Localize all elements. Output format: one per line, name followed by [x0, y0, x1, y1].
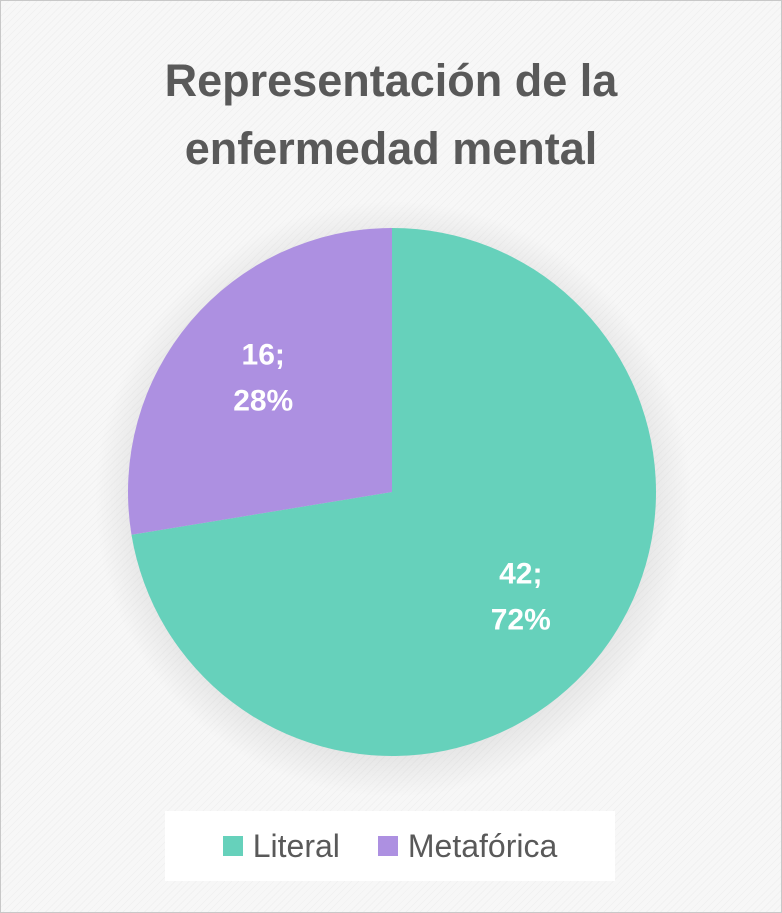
chart-title-line-2: enfermedad mental: [184, 123, 598, 174]
legend-swatch-literal: [222, 836, 243, 856]
data-label-metaforica-line-1: 16;: [242, 339, 285, 372]
legend-label-literal: Literal: [252, 827, 340, 864]
legend: Literal Metafórica: [165, 811, 615, 881]
legend-item-literal: Literal: [222, 827, 340, 865]
data-label-metaforica: 16; 28%: [233, 339, 293, 418]
chart-title: Representación de la enfermedad mental: [1, 47, 781, 183]
legend-swatch-metaforica: [377, 836, 398, 856]
pie-slice-metaforica: [128, 228, 392, 535]
legend-label-metaforica: Metafórica: [407, 827, 558, 864]
chart-title-line-1: Representación de la: [164, 55, 618, 106]
pie-slices: [128, 228, 657, 756]
pie-data-labels: 42; 72%16; 28%: [233, 339, 551, 637]
data-label-metaforica-line-2: 28%: [233, 385, 293, 418]
legend-item-metaforica: Metafórica: [377, 827, 558, 865]
data-label-literal-line-2: 72%: [491, 603, 551, 636]
data-label-literal: 42; 72%: [491, 557, 551, 636]
pie-slice-literal: [131, 228, 657, 756]
data-label-literal-line-1: 42;: [499, 557, 542, 590]
